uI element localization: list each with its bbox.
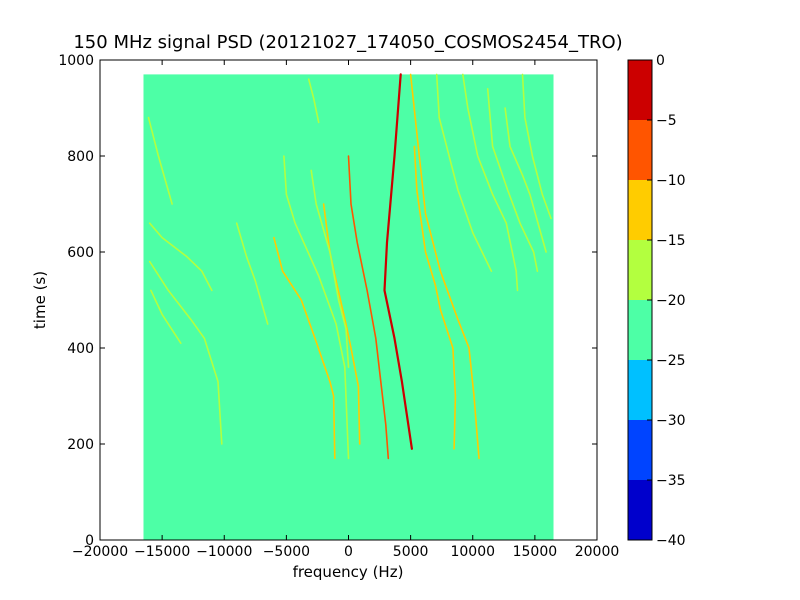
signal-trace-10 — [462, 73, 519, 292]
colorbar-band-2 — [628, 420, 652, 480]
signal-trace-12 — [521, 73, 552, 220]
x-tick-label: −20000 — [72, 544, 128, 560]
signal-trace-16 — [150, 289, 182, 344]
colorbar-tick-label: −15 — [656, 233, 686, 249]
plot-area: −20000 −15000 −10000 −5000 0 5000 10000 15000 20… — [58, 53, 619, 560]
signal-trace-17 — [147, 116, 173, 205]
x-tick-label: 5000 — [393, 544, 429, 560]
colorbar-band-3 — [628, 360, 652, 420]
signal-trace-11 — [486, 88, 539, 272]
signal-trace-1 — [383, 73, 413, 450]
colorbar: 0 −5 −10 −15 −20 −25 −30 −35 −40 — [627, 53, 686, 549]
x-tick-label: −15000 — [134, 544, 190, 560]
signal-trace-9 — [435, 73, 493, 272]
signal-trace-4 — [283, 155, 350, 460]
y-axis-label: time (s) — [31, 271, 49, 329]
signal-trace-14 — [148, 222, 213, 292]
y-tick-label: 800 — [67, 149, 94, 165]
y-tick-label: 200 — [67, 437, 94, 453]
x-axis-ticks: −20000 −15000 −10000 −5000 0 5000 10000 15000 20… — [72, 60, 619, 560]
colorbar-band-8 — [628, 60, 652, 120]
signal-trace-5 — [310, 169, 350, 368]
x-tick-label: 15000 — [513, 544, 558, 560]
colorbar-tick-label: −30 — [656, 413, 686, 429]
signal-trace-13 — [504, 107, 547, 253]
chart-title: 150 MHz signal PSD (20121027_174050_COSM… — [73, 32, 622, 53]
x-axis-label: frequency (Hz) — [293, 563, 404, 581]
signal-trace-2 — [347, 155, 390, 460]
heatmap-layer — [143, 73, 554, 541]
colorbar-tick-label: −5 — [656, 113, 677, 129]
signal-trace-19 — [307, 78, 320, 124]
heatmap-field — [143, 74, 554, 541]
x-tick-label: 20000 — [575, 544, 620, 560]
colorbar-tick-label: −40 — [656, 533, 686, 549]
colorbar-band-1 — [628, 480, 652, 540]
colorbar-tick-label: −10 — [656, 173, 686, 189]
signal-trace-15 — [148, 260, 223, 445]
signal-trace-6 — [273, 236, 336, 460]
colorbar-tick-label: −25 — [656, 353, 686, 369]
y-axis-ticks: 0 200 400 600 800 1000 — [58, 53, 597, 549]
colorbar-tick-label: 0 — [656, 53, 665, 69]
colorbar-band-5 — [628, 240, 652, 300]
x-tick-label: 10000 — [450, 544, 495, 560]
signal-trace-18 — [235, 222, 269, 325]
y-tick-label: 600 — [67, 245, 94, 261]
colorbar-band-7 — [628, 120, 652, 180]
y-tick-label: 1000 — [58, 53, 94, 69]
colorbar-tick-label: −20 — [656, 293, 686, 309]
signal-trace-7 — [413, 145, 457, 450]
colorbar-band-6 — [628, 180, 652, 240]
y-tick-label: 0 — [85, 533, 94, 549]
y-tick-label: 400 — [67, 341, 94, 357]
colorbar-band-4 — [628, 300, 652, 360]
x-tick-label: 0 — [344, 544, 353, 560]
x-tick-label: −10000 — [196, 544, 252, 560]
signal-trace-8 — [409, 73, 480, 460]
colorbar-tick-label: −35 — [656, 473, 686, 489]
x-tick-label: −5000 — [263, 544, 310, 560]
